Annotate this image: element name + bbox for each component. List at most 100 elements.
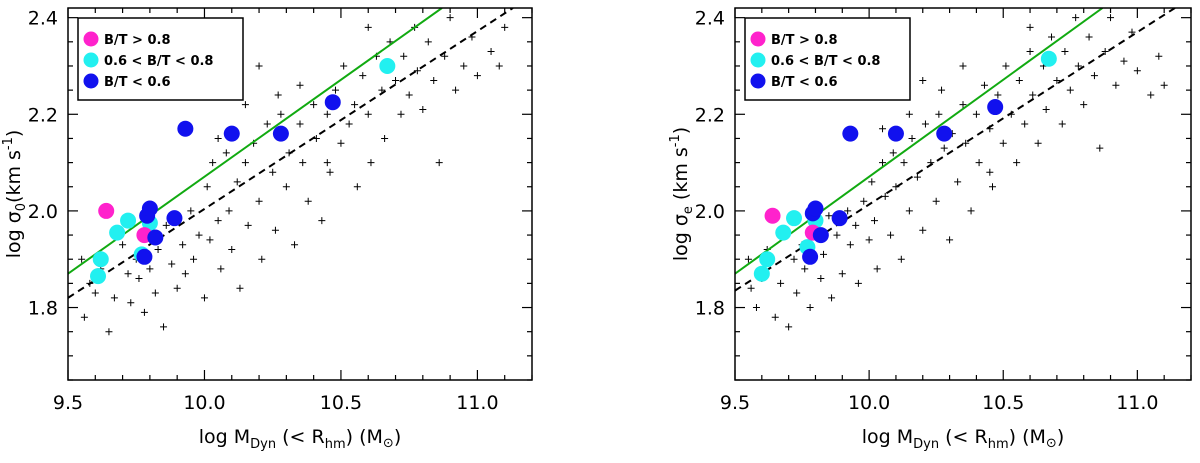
- legend-marker-mid: [83, 52, 99, 68]
- x-tick-label: 10.5: [320, 392, 362, 414]
- x-tick-label: 9.5: [53, 392, 83, 414]
- cross-point: [1074, 62, 1082, 70]
- legend: B/T > 0.8 0.6 < B/T < 0.8 B/T < 0.6: [77, 17, 244, 101]
- green-fit-line: [68, 8, 443, 275]
- green-fit-line: [735, 8, 1104, 275]
- cross-point: [1015, 76, 1023, 84]
- y-tick-label: 1.8: [28, 298, 58, 320]
- y-axis-label: log σe (km s-1): [668, 127, 696, 261]
- legend-box: [77, 17, 244, 101]
- cross-point: [1112, 81, 1120, 89]
- x-label-mid: (< R: [276, 426, 325, 448]
- cross-point: [381, 134, 389, 142]
- cross-point: [954, 178, 962, 186]
- legend-box: [744, 17, 911, 101]
- circle-point-mid: [109, 224, 126, 241]
- cross-point: [908, 134, 916, 142]
- cross-point: [994, 91, 1002, 99]
- cross-point: [999, 139, 1007, 147]
- cross-point: [820, 250, 828, 258]
- circle-point-low: [987, 99, 1004, 116]
- cross-point: [1072, 14, 1080, 22]
- cross-point: [747, 284, 755, 292]
- y-label-end: ): [3, 130, 25, 137]
- x-label-end: ) (M: [346, 426, 383, 448]
- y-label-end: ): [670, 127, 692, 134]
- circle-point-mid: [90, 268, 107, 285]
- cross-point: [217, 265, 225, 273]
- cross-point: [154, 246, 162, 254]
- cross-point: [946, 236, 954, 244]
- cross-point: [846, 241, 854, 249]
- legend-label: 0.6 < B/T < 0.8: [771, 54, 880, 69]
- cross-point: [980, 81, 988, 89]
- cross-point: [233, 178, 241, 186]
- cross-point: [323, 110, 331, 118]
- cross-point: [91, 289, 99, 297]
- cross-point: [959, 101, 967, 109]
- cross-point: [1133, 67, 1141, 75]
- cross-point: [828, 294, 836, 302]
- cross-point: [1061, 47, 1069, 55]
- y-label-mid: (km s: [3, 150, 25, 203]
- y-tick-label: 2.4: [695, 8, 725, 30]
- cross-point: [1026, 47, 1034, 55]
- cross-point: [430, 76, 438, 84]
- cross-point: [1026, 23, 1034, 31]
- y-tick-label: 2.0: [695, 201, 725, 223]
- y-tick-label: 2.2: [695, 104, 725, 126]
- cross-point: [359, 72, 367, 80]
- circle-point-high: [98, 202, 115, 219]
- cross-point: [228, 246, 236, 254]
- cross-point: [938, 86, 946, 94]
- cross-point: [817, 275, 825, 283]
- cross-point: [168, 260, 176, 268]
- cross-point: [801, 265, 809, 273]
- cross-point: [222, 149, 230, 157]
- cross-point: [1013, 159, 1021, 167]
- cross-point: [790, 255, 798, 263]
- cross-point: [351, 101, 359, 109]
- x-label-sun-symbol: ⊙: [383, 436, 394, 451]
- circle-point-low: [807, 200, 824, 217]
- circle-point-low: [147, 229, 164, 246]
- cross-point: [255, 197, 263, 205]
- cross-point: [959, 62, 967, 70]
- cross-point: [310, 101, 318, 109]
- cross-point: [179, 241, 187, 249]
- cross-point: [244, 221, 252, 229]
- legend-marker-high: [750, 31, 766, 47]
- cross-point: [181, 270, 189, 278]
- legend-label: B/T > 0.8: [104, 33, 171, 48]
- cross-point: [1021, 120, 1029, 128]
- circle-point-low: [812, 227, 829, 244]
- cross-point: [967, 207, 975, 215]
- cross-point: [1096, 144, 1104, 152]
- cross-point: [879, 159, 887, 167]
- cross-point: [105, 328, 113, 336]
- cross-point: [989, 183, 997, 191]
- cross-point: [752, 304, 760, 312]
- cross-point: [110, 294, 118, 302]
- legend-label: B/T > 0.8: [771, 33, 838, 48]
- circle-point-low: [936, 125, 953, 142]
- cross-point: [870, 217, 878, 225]
- cross-point: [255, 62, 263, 70]
- circle-point-low: [887, 125, 904, 142]
- cross-point: [78, 255, 86, 263]
- cross-point: [1080, 101, 1088, 109]
- cross-point: [868, 178, 876, 186]
- cross-point: [501, 23, 509, 31]
- y-label-sub: e: [681, 206, 696, 214]
- x-tick-label: 10.0: [848, 392, 890, 414]
- cross-point: [392, 76, 400, 84]
- circle-point-mid: [786, 210, 803, 227]
- cross-point: [214, 134, 222, 142]
- cross-point: [323, 159, 331, 167]
- cross-point: [460, 62, 468, 70]
- legend-marker-low: [750, 73, 766, 89]
- cross-point: [889, 149, 897, 157]
- cross-point: [291, 241, 299, 249]
- circle-point-low: [177, 120, 194, 137]
- cross-point: [1155, 52, 1163, 60]
